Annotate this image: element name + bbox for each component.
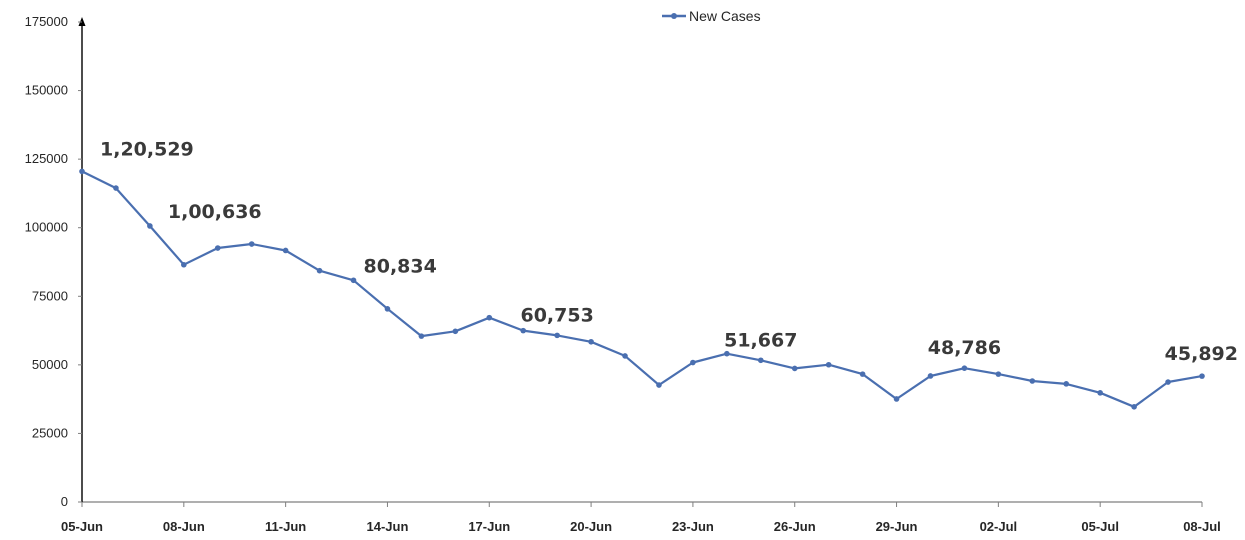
x-tick-label: 17-Jun: [468, 519, 510, 534]
data-point: [282, 247, 289, 254]
legend-marker: [671, 13, 677, 19]
data-point: [520, 327, 527, 334]
data-point: [1199, 373, 1205, 379]
y-tick-label: 125000: [25, 151, 68, 166]
series-line: [81, 170, 1203, 408]
y-tick-label: 175000: [25, 14, 68, 29]
data-point: [113, 185, 119, 191]
data-point: [384, 306, 391, 312]
legend-label: New Cases: [689, 8, 761, 24]
data-point: [79, 168, 85, 175]
data-point: [961, 365, 968, 371]
legend: New Cases: [662, 8, 761, 24]
data-point: [791, 365, 798, 372]
data-point: [656, 382, 662, 388]
data-label: 80,834: [364, 255, 437, 277]
x-tick-label: 23-Jun: [672, 519, 714, 534]
data-point: [554, 332, 560, 339]
data-point: [486, 314, 493, 321]
x-tick-label: 08-Jul: [1183, 519, 1221, 534]
data-label: 48,786: [928, 337, 1001, 359]
axes: [78, 17, 1202, 503]
y-tick-label: 25000: [32, 425, 68, 440]
data-point: [452, 328, 459, 335]
data-point: [927, 373, 934, 379]
data-point: [181, 261, 187, 268]
data-label: 1,20,529: [100, 138, 194, 160]
x-tick-label: 08-Jun: [163, 519, 205, 534]
data-point: [214, 245, 221, 251]
data-point: [1029, 378, 1036, 384]
y-tick-label: 50000: [32, 357, 68, 372]
x-tick-label: 02-Jul: [980, 519, 1018, 534]
data-point: [825, 361, 832, 368]
data-point: [350, 277, 357, 284]
data-point: [588, 338, 594, 345]
y-tick-label: 0: [61, 494, 68, 509]
data-point: [418, 333, 425, 339]
data-point: [622, 353, 628, 359]
y-tick-label: 75000: [32, 288, 68, 303]
data-point: [757, 357, 764, 364]
data-point: [1063, 381, 1070, 387]
data-label: 45,892: [1165, 343, 1238, 365]
data-labels: 1,20,529 1,00,636 80,834 60,753 51,667 48,786…: [100, 138, 1238, 365]
data-point: [1097, 390, 1103, 396]
data-point: [859, 371, 866, 377]
x-tick-label: 29-Jun: [876, 519, 918, 534]
series-new-cases: [79, 168, 1205, 410]
x-tick-label: 20-Jun: [570, 519, 612, 534]
data-point: [893, 396, 900, 402]
data-point: [690, 359, 696, 366]
data-point: [248, 241, 255, 247]
data-point: [724, 350, 730, 357]
x-tick-label: 26-Jun: [774, 519, 816, 534]
x-tick-label: 05-Jul: [1081, 519, 1119, 534]
x-tick-label: 14-Jun: [367, 519, 409, 534]
y-tick-labels: 0 25000 50000 75000 100000 125000 150000 175000: [25, 14, 82, 509]
data-label: 1,00,636: [168, 201, 262, 223]
y-tick-label: 100000: [25, 220, 68, 235]
y-tick-label: 150000: [25, 83, 68, 98]
data-point: [1131, 404, 1137, 410]
data-point: [995, 371, 1002, 377]
x-tick-label: 05-Jun: [61, 519, 103, 534]
data-point: [316, 267, 323, 274]
data-label: 51,667: [724, 329, 797, 351]
x-tick-label: 11-Jun: [265, 519, 306, 534]
x-tick-labels: 05-Jun 08-Jun 11-Jun 14-Jun 17-Jun 20-Jun 23-J…: [61, 502, 1221, 534]
data-point: [147, 223, 153, 229]
data-label: 60,753: [520, 304, 593, 326]
data-point: [1165, 379, 1171, 385]
